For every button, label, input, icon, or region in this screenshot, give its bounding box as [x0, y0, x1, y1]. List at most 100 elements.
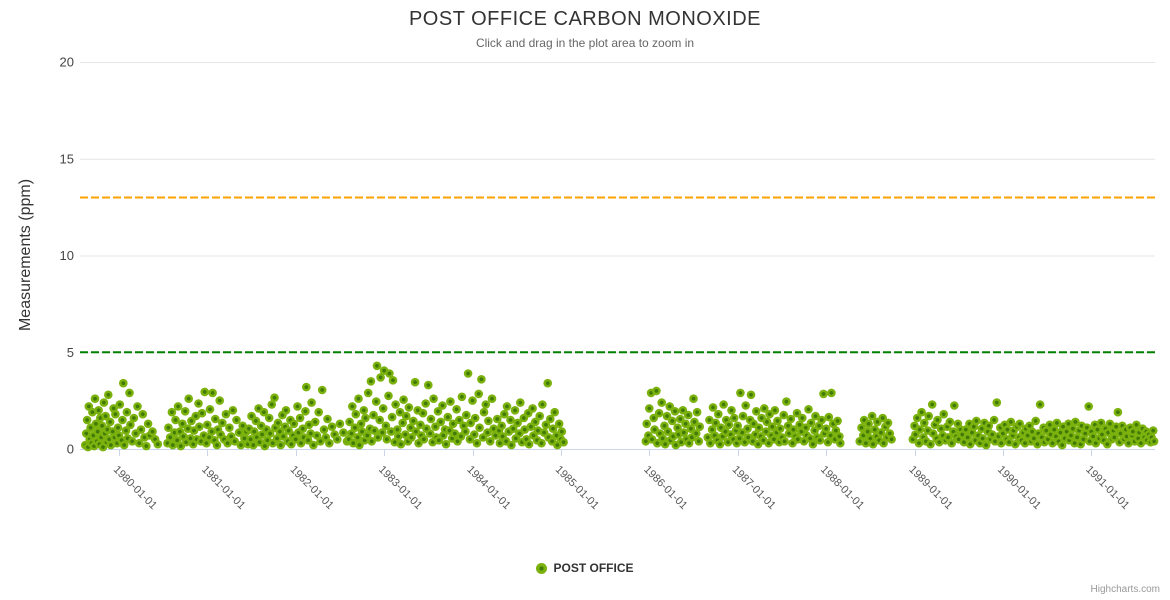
- data-point[interactable]: [404, 403, 414, 412]
- data-point[interactable]: [689, 394, 698, 404]
- data-point[interactable]: [557, 427, 567, 436]
- data-point[interactable]: [474, 389, 484, 399]
- data-point[interactable]: [1015, 419, 1024, 429]
- data-point[interactable]: [760, 404, 769, 413]
- data-point[interactable]: [228, 406, 238, 415]
- data-point[interactable]: [483, 428, 492, 437]
- data-point[interactable]: [425, 429, 435, 438]
- data-point[interactable]: [811, 411, 820, 421]
- data-point[interactable]: [833, 416, 842, 426]
- data-point[interactable]: [378, 428, 387, 437]
- data-point[interactable]: [416, 420, 425, 430]
- data-point[interactable]: [138, 409, 148, 419]
- data-point[interactable]: [218, 418, 227, 428]
- data-point[interactable]: [223, 438, 232, 448]
- data-point[interactable]: [195, 422, 204, 432]
- data-point[interactable]: [236, 440, 246, 450]
- data-point[interactable]: [645, 404, 654, 413]
- data-point[interactable]: [372, 361, 382, 371]
- data-point[interactable]: [419, 435, 429, 444]
- data-point[interactable]: [385, 369, 394, 378]
- data-point[interactable]: [868, 439, 878, 449]
- data-point[interactable]: [1035, 400, 1045, 409]
- data-point[interactable]: [211, 414, 220, 424]
- data-point[interactable]: [933, 415, 942, 425]
- data-point[interactable]: [314, 407, 324, 417]
- data-point[interactable]: [118, 415, 127, 425]
- data-point[interactable]: [381, 421, 391, 431]
- data-point[interactable]: [724, 420, 734, 430]
- data-point[interactable]: [215, 396, 224, 405]
- data-point[interactable]: [706, 438, 715, 448]
- data-point[interactable]: [276, 440, 286, 450]
- data-point[interactable]: [426, 414, 436, 424]
- data-point[interactable]: [798, 413, 807, 423]
- data-point[interactable]: [101, 411, 110, 421]
- data-point[interactable]: [770, 406, 780, 415]
- data-point[interactable]: [441, 439, 451, 449]
- data-point[interactable]: [670, 407, 680, 416]
- data-point[interactable]: [883, 418, 893, 428]
- data-point[interactable]: [554, 419, 564, 429]
- data-point[interactable]: [729, 413, 739, 423]
- data-point[interactable]: [395, 407, 405, 417]
- data-point[interactable]: [497, 421, 507, 431]
- data-point[interactable]: [475, 423, 484, 433]
- data-point[interactable]: [786, 414, 796, 424]
- data-point[interactable]: [804, 405, 813, 414]
- data-point[interactable]: [319, 425, 329, 434]
- data-point[interactable]: [200, 387, 209, 397]
- data-point[interactable]: [947, 438, 956, 448]
- data-point[interactable]: [399, 395, 408, 405]
- data-point[interactable]: [133, 402, 142, 411]
- data-point[interactable]: [184, 394, 193, 404]
- data-point[interactable]: [815, 436, 825, 445]
- data-point[interactable]: [821, 424, 831, 434]
- data-point[interactable]: [917, 407, 926, 417]
- data-point[interactable]: [448, 419, 458, 429]
- data-point[interactable]: [295, 413, 305, 423]
- data-point[interactable]: [221, 409, 231, 419]
- data-point[interactable]: [94, 406, 103, 415]
- data-point[interactable]: [99, 398, 109, 407]
- data-point[interactable]: [424, 380, 433, 390]
- data-point[interactable]: [484, 416, 493, 426]
- data-point[interactable]: [493, 414, 502, 424]
- data-point[interactable]: [396, 439, 406, 449]
- data-point[interactable]: [446, 397, 455, 406]
- data-point[interactable]: [945, 417, 955, 427]
- data-point[interactable]: [694, 437, 704, 446]
- data-point[interactable]: [477, 375, 486, 384]
- data-point[interactable]: [401, 411, 411, 421]
- data-point[interactable]: [972, 416, 981, 426]
- data-point[interactable]: [835, 432, 844, 441]
- data-point[interactable]: [351, 409, 361, 419]
- data-point[interactable]: [817, 415, 826, 425]
- data-point[interactable]: [203, 420, 212, 430]
- data-point[interactable]: [388, 376, 398, 385]
- data-point[interactable]: [479, 407, 489, 417]
- data-point[interactable]: [378, 404, 388, 413]
- data-point[interactable]: [443, 412, 453, 422]
- data-point[interactable]: [827, 388, 836, 398]
- data-point[interactable]: [371, 397, 381, 406]
- data-point[interactable]: [767, 422, 777, 432]
- data-point[interactable]: [1113, 407, 1123, 417]
- data-point[interactable]: [683, 410, 693, 420]
- data-point[interactable]: [733, 421, 742, 431]
- data-point[interactable]: [468, 396, 477, 405]
- data-point[interactable]: [926, 439, 935, 449]
- data-point[interactable]: [410, 377, 420, 387]
- data-point[interactable]: [950, 401, 959, 410]
- data-point[interactable]: [153, 439, 163, 449]
- data-point[interactable]: [433, 407, 443, 416]
- data-point[interactable]: [727, 406, 736, 415]
- data-point[interactable]: [115, 400, 125, 409]
- data-point[interactable]: [652, 386, 661, 396]
- data-point[interactable]: [382, 435, 392, 444]
- data-point[interactable]: [738, 411, 748, 421]
- data-point[interactable]: [361, 413, 370, 423]
- data-point[interactable]: [502, 402, 512, 411]
- data-point[interactable]: [264, 413, 274, 423]
- data-point[interactable]: [366, 377, 376, 386]
